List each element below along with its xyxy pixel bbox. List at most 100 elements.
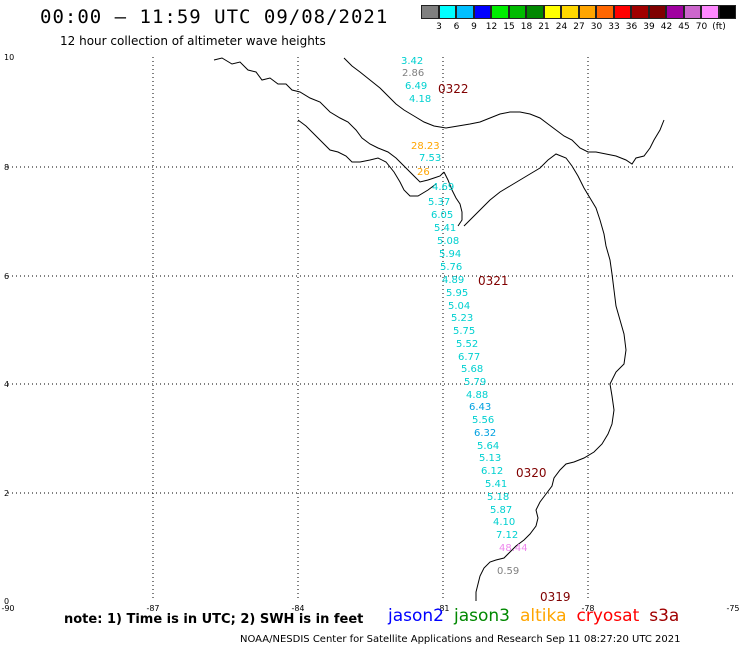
colorbar-cell — [648, 5, 666, 19]
colorbar-cell — [578, 5, 596, 19]
y-tick-label: 2 — [4, 489, 9, 498]
x-tick-label: -90 — [1, 604, 14, 613]
legend-satellite-cryosat: cryosat — [576, 606, 640, 626]
colorbar-cell — [508, 5, 526, 19]
colorbar-label: 42 — [660, 22, 673, 32]
colorbar-cell — [613, 5, 631, 19]
wave-height-value: 5.56 — [472, 415, 494, 426]
wave-height-value: 4.10 — [493, 517, 515, 528]
wave-height-value: 5.52 — [456, 339, 478, 350]
colorbar-cell — [438, 5, 456, 19]
coastline-segment — [297, 119, 437, 197]
y-tick-label: 0 — [4, 597, 9, 606]
map-title: 00:00 – 11:59 UTC 09/08/2021 — [40, 6, 389, 28]
colorbar-label: 70 — [695, 22, 708, 32]
pass-time-label: 0321 — [478, 274, 509, 288]
coastline — [213, 57, 665, 601]
wave-height-value: 7.53 — [419, 153, 441, 164]
wave-height-value: 5.87 — [490, 505, 512, 516]
wave-height-value: 5.37 — [428, 197, 450, 208]
coastline-segment — [343, 57, 665, 165]
colorbar-label: 30 — [590, 22, 603, 32]
wave-height-value: 0.59 — [497, 566, 519, 577]
axis-ticks: -90 -87 -84 -81 -78 -75 0 2 4 6 8 10 — [1, 53, 739, 613]
colorbar-label: (ft) — [712, 22, 726, 32]
x-tick-label: -84 — [291, 604, 304, 613]
wave-height-value: 4.89 — [442, 275, 464, 286]
colorbar-label: 27 — [573, 22, 585, 32]
coastline-segment — [213, 57, 445, 183]
wave-height-value: 5.76 — [440, 262, 462, 273]
colorbar-cell — [666, 5, 684, 19]
wave-height-value: 4.69 — [432, 182, 454, 193]
legend-satellite-jason3: jason3 — [454, 606, 510, 626]
wave-height-value: 5.13 — [479, 453, 501, 464]
wave-height-value: 7.12 — [496, 530, 518, 541]
colorbar-cell — [456, 5, 474, 19]
colorbar-label: 45 — [678, 22, 690, 32]
colorbar-label: 39 — [643, 22, 655, 32]
wave-height-value: 5.68 — [461, 364, 483, 375]
wave-height-value: 48.44 — [499, 543, 528, 554]
wave-height-value: 4.18 — [409, 94, 431, 105]
colorbar-cell — [683, 5, 701, 19]
wave-height-colorbar — [421, 5, 736, 19]
colorbar-label: 18 — [520, 22, 533, 32]
x-tick-label: -87 — [146, 604, 159, 613]
colorbar-cell — [596, 5, 614, 19]
colorbar-cell — [718, 5, 736, 19]
wave-height-value: 28.23 — [411, 141, 440, 152]
pass-time-label: 0320 — [516, 466, 547, 480]
colorbar-cell — [561, 5, 579, 19]
wave-height-value: 2.86 — [402, 68, 424, 79]
wave-height-value: 5.41 — [485, 479, 507, 490]
colorbar-label: 12 — [485, 22, 498, 32]
colorbar-label: 21 — [538, 22, 550, 32]
wave-height-value: 5.75 — [453, 326, 475, 337]
colorbar-label: 6 — [453, 22, 460, 32]
y-tick-label: 6 — [4, 272, 9, 281]
colorbar-cell — [491, 5, 509, 19]
wave-height-value: 5.23 — [451, 313, 473, 324]
colorbar-label: 9 — [471, 22, 477, 32]
colorbar-label: 36 — [625, 22, 638, 32]
colorbar-cell — [701, 5, 719, 19]
colorbar-label: 33 — [608, 22, 620, 32]
footer-credit: NOAA/NESDIS Center for Satellite Applica… — [240, 634, 681, 645]
wave-height-value: 5.04 — [448, 301, 470, 312]
legend-satellite-altika: altika — [520, 606, 567, 626]
coastline-segment — [463, 153, 627, 601]
colorbar-cell — [526, 5, 544, 19]
y-tick-label: 4 — [4, 380, 9, 389]
wave-height-value: 5.95 — [446, 288, 468, 299]
wave-height-value: 6.12 — [481, 466, 503, 477]
colorbar-label: 24 — [555, 22, 568, 32]
y-tick-label: 8 — [4, 163, 9, 172]
wave-height-value: 26 — [417, 167, 430, 178]
wave-height-value: 3.42 — [401, 56, 423, 67]
x-tick-label: -75 — [726, 604, 739, 613]
wave-height-value: 5.18 — [487, 492, 509, 503]
pass-time-label: 0322 — [438, 82, 469, 96]
colorbar-cell — [473, 5, 491, 19]
wave-height-value: 6.43 — [469, 402, 491, 413]
map-subtitle: 12 hour collection of altimeter wave hei… — [60, 34, 326, 48]
x-tick-label: -78 — [581, 604, 594, 613]
legend-satellite-s3a: s3a — [649, 606, 680, 626]
wave-height-labels: 3.422.86 6.49 4.18 28.237.53 264.69 5.37 6.05 5… — [401, 56, 571, 604]
wave-height-value: 5.08 — [437, 236, 459, 247]
satellite-legend: jason2 jason3 altika cryosat s3a — [388, 606, 689, 626]
colorbar-cell — [543, 5, 561, 19]
wave-height-value: 6.32 — [474, 428, 496, 439]
pass-time-label: 0319 — [540, 590, 571, 604]
x-tick-label: -81 — [436, 604, 449, 613]
wave-height-value: 5.79 — [464, 377, 486, 388]
legend-satellite-jason2: jason2 — [388, 606, 444, 626]
wave-height-value: 5.41 — [434, 223, 456, 234]
colorbar-label: 15 — [503, 22, 515, 32]
map-grid — [8, 57, 733, 601]
wave-height-value: 6.77 — [458, 352, 480, 363]
colorbar-labels: 3 6 9 12 15 18 21 24 27 30 33 36 39 42 45 70 (ft) — [421, 22, 740, 34]
colorbar-cell — [631, 5, 649, 19]
